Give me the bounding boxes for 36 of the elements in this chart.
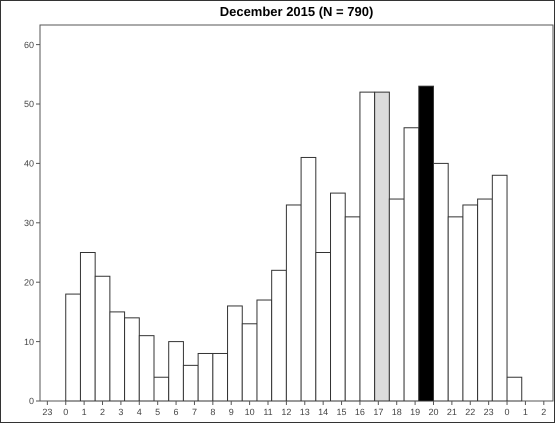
x-tick-label: 0 [63,407,68,417]
x-tick-label: 19 [410,407,420,417]
x-tick-label: 8 [210,407,216,417]
x-tick-label: 1 [522,407,528,417]
x-tick-label: 3 [118,407,124,417]
x-tick-label: 4 [136,407,142,417]
x-tick-label: 14 [318,407,328,417]
x-tick-label: 1 [82,407,87,417]
x-tick-label: 10 [244,407,255,417]
x-tick-label: 2 [541,407,546,417]
x-tick-label: 2 [100,407,106,417]
y-tick-label: 0 [28,396,34,406]
y-tick-label: 50 [24,99,34,110]
chart-title: December 2015 (N = 790) [220,4,374,19]
y-tick-label: 10 [24,336,34,347]
x-tick-label: 21 [446,407,457,417]
x-tick-label: 17 [373,407,384,417]
x-tick-label: 23 [42,407,52,417]
x-tick-label: 5 [155,407,160,417]
x-tick-label: 11 [263,407,273,417]
x-tick-label: 18 [392,407,402,417]
x-tick-label: 7 [192,407,197,417]
y-tick-label: 30 [24,218,34,228]
x-tick-label: 9 [228,407,234,417]
y-tick-label: 40 [24,158,34,169]
x-tick-label: 0 [504,407,510,417]
y-tick-label: 60 [24,40,34,50]
x-tick-label: 20 [428,407,438,417]
x-tick-label: 22 [465,407,476,417]
x-tick-label: 6 [174,407,179,417]
x-tick-label: 15 [336,407,347,417]
y-tick-label: 20 [24,277,34,288]
x-tick-label: 12 [281,407,292,417]
x-tick-label: 16 [354,407,365,417]
x-tick-label: 13 [300,407,310,417]
x-tick-label: 23 [484,407,494,417]
